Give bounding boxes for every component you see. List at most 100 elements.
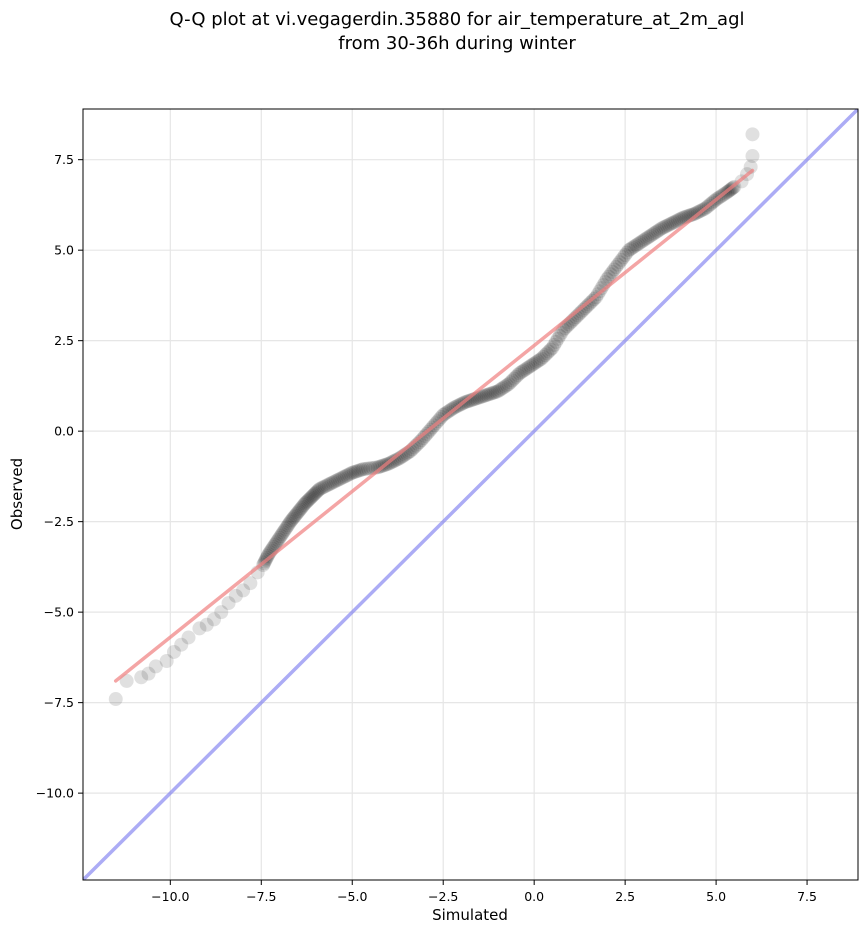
qq-point bbox=[301, 492, 316, 507]
qq-point bbox=[496, 380, 511, 395]
qq-point bbox=[630, 237, 645, 252]
x-axis-label: Simulated bbox=[432, 906, 508, 924]
qq-point bbox=[273, 529, 288, 544]
qq-point bbox=[534, 351, 549, 366]
qq-point bbox=[639, 231, 654, 246]
y-tick-label: 2.5 bbox=[54, 333, 74, 348]
qq-point bbox=[337, 469, 352, 484]
qq-point bbox=[312, 482, 327, 497]
qq-point bbox=[387, 454, 402, 469]
qq-point bbox=[621, 243, 636, 258]
x-tick-label: −5.0 bbox=[337, 889, 367, 904]
qq-point bbox=[279, 520, 294, 535]
qq-point bbox=[438, 406, 453, 421]
qq-point bbox=[323, 476, 338, 491]
qq-point bbox=[345, 465, 360, 480]
qq-point bbox=[268, 536, 283, 551]
qq-point bbox=[272, 530, 287, 545]
qq-point bbox=[658, 219, 673, 234]
qq-point bbox=[492, 383, 507, 398]
y-tick-label: 5.0 bbox=[54, 243, 74, 258]
qq-point bbox=[619, 245, 634, 260]
qq-point bbox=[498, 379, 513, 394]
qq-point bbox=[543, 342, 558, 357]
qq-point bbox=[578, 301, 593, 316]
qq-point bbox=[670, 213, 685, 228]
qq-point bbox=[192, 621, 207, 636]
qq-point bbox=[350, 463, 365, 478]
qq-point bbox=[299, 495, 314, 510]
qq-point bbox=[134, 670, 149, 685]
qq-point bbox=[418, 428, 433, 443]
qq-point bbox=[494, 381, 509, 396]
qq-point bbox=[488, 384, 503, 399]
qq-point bbox=[479, 387, 494, 402]
qq-point bbox=[610, 257, 625, 272]
qq-point bbox=[514, 365, 529, 380]
y-tick-label: 7.5 bbox=[54, 152, 74, 167]
qq-point bbox=[306, 488, 321, 503]
qq-point bbox=[339, 468, 354, 483]
qq-point bbox=[328, 473, 343, 488]
qq-point bbox=[341, 467, 356, 482]
qq-point bbox=[541, 344, 556, 359]
qq-point bbox=[745, 127, 760, 142]
qq-point bbox=[228, 588, 243, 603]
qq-point bbox=[278, 521, 293, 536]
qq-point bbox=[327, 474, 342, 489]
qq-point bbox=[280, 518, 295, 533]
qq-point bbox=[629, 238, 644, 253]
qq-point bbox=[550, 331, 565, 346]
qq-point bbox=[636, 233, 651, 248]
qq-point bbox=[505, 373, 520, 388]
x-tick-label: 7.5 bbox=[797, 889, 817, 904]
y-tick-label: −2.5 bbox=[44, 514, 74, 529]
qq-point bbox=[647, 226, 662, 241]
qq-point bbox=[547, 337, 562, 352]
qq-point bbox=[174, 637, 189, 652]
qq-point bbox=[343, 466, 358, 481]
qq-point bbox=[672, 212, 687, 227]
qq-point bbox=[388, 453, 403, 468]
qq-point bbox=[532, 352, 547, 367]
qq-point bbox=[745, 149, 760, 164]
qq-point bbox=[302, 491, 317, 506]
qq-point bbox=[305, 489, 320, 504]
y-tick-label: −7.5 bbox=[44, 695, 74, 710]
qq-point bbox=[545, 340, 560, 355]
qq-point bbox=[539, 346, 554, 361]
qq-point bbox=[347, 465, 362, 480]
qq-point bbox=[527, 356, 542, 371]
x-tick-label: 2.5 bbox=[615, 889, 635, 904]
qq-point bbox=[436, 407, 451, 422]
qq-point bbox=[616, 250, 631, 265]
x-tick-label: 5.0 bbox=[706, 889, 726, 904]
x-tick-label: 0.0 bbox=[524, 889, 544, 904]
qq-point bbox=[552, 328, 567, 343]
x-axis-ticks: −10.0 −7.5 −5.0 −2.5 0.0 2.5 5.0 7.5 bbox=[151, 880, 817, 904]
qq-point bbox=[260, 549, 275, 564]
qq-point bbox=[148, 659, 163, 674]
qq-point bbox=[316, 480, 331, 495]
qq-point bbox=[290, 505, 305, 520]
qq-point bbox=[661, 217, 676, 232]
qq-point bbox=[311, 483, 326, 498]
qq-point bbox=[632, 235, 647, 250]
qq-point bbox=[199, 617, 214, 632]
qq-point bbox=[370, 460, 385, 475]
x-tick-label: −10.0 bbox=[151, 889, 189, 904]
qq-point bbox=[490, 384, 505, 399]
qq-point bbox=[625, 240, 640, 255]
qq-point bbox=[310, 484, 325, 499]
qq-point bbox=[654, 221, 669, 236]
qq-point bbox=[503, 375, 518, 390]
qq-point bbox=[236, 583, 251, 598]
qq-point bbox=[352, 463, 367, 478]
qq-point bbox=[519, 361, 534, 376]
qq-point bbox=[276, 525, 291, 540]
qq-point bbox=[287, 510, 302, 525]
qq-point bbox=[530, 354, 545, 369]
qq-point bbox=[274, 527, 289, 542]
qq-point bbox=[348, 464, 363, 479]
